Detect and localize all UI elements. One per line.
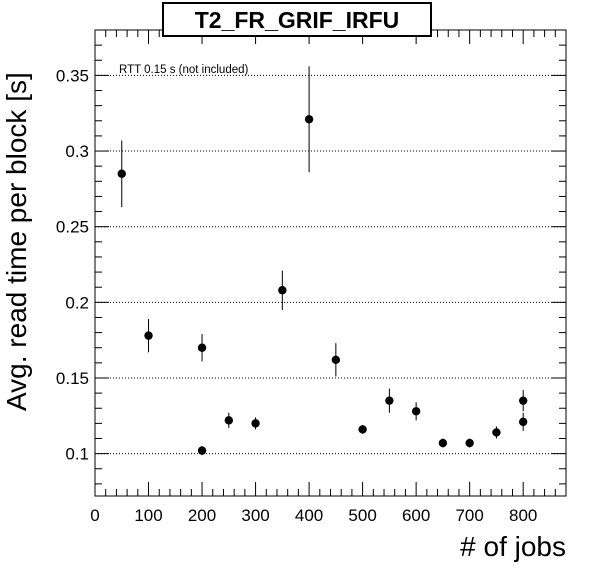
x-tick-label: 100 <box>134 506 162 525</box>
x-tick-label: 0 <box>90 506 99 525</box>
x-tick-label: 700 <box>455 506 483 525</box>
data-points <box>117 66 528 456</box>
data-point <box>385 388 394 413</box>
y-tick-label: 0.2 <box>65 293 89 312</box>
data-point <box>331 343 341 377</box>
data-point <box>492 426 501 439</box>
rtt-annotation: RTT 0.15 s (not included) <box>119 64 249 76</box>
data-point <box>411 402 421 421</box>
x-tick-label: 800 <box>509 506 537 525</box>
x-tick-label: 500 <box>348 506 376 525</box>
point-marker <box>278 286 287 295</box>
data-point <box>251 417 260 430</box>
chart-title: T2_FR_GRIF_IRFU <box>195 7 399 33</box>
x-axis-title: # of jobs <box>460 531 566 562</box>
point-marker <box>518 396 528 405</box>
x-tick-label: 600 <box>402 506 430 525</box>
data-point <box>518 390 528 412</box>
y-tick-labels: 0.1 0.15 0.2 0.25 0.3 0.35 <box>56 66 89 463</box>
data-point <box>304 66 314 173</box>
data-point <box>197 334 207 362</box>
x-tick-label: 400 <box>295 506 323 525</box>
data-point <box>278 270 287 310</box>
point-marker <box>224 416 234 425</box>
point-marker <box>438 438 448 448</box>
x-tick-label: 300 <box>241 506 269 525</box>
data-point <box>197 446 207 456</box>
point-marker <box>518 417 528 427</box>
point-marker <box>358 425 367 434</box>
data-point <box>465 438 474 448</box>
point-marker <box>385 396 394 405</box>
point-marker <box>117 169 126 178</box>
x-tick-labels: 0 100 200 300 400 500 600 700 800 <box>90 506 537 525</box>
point-marker <box>251 419 260 428</box>
point-marker <box>331 355 341 365</box>
data-point <box>117 140 126 208</box>
point-marker <box>492 428 501 437</box>
data-point <box>144 318 153 353</box>
title-box: T2_FR_GRIF_IRFU <box>162 2 432 37</box>
data-point <box>358 424 367 434</box>
point-marker <box>144 331 153 340</box>
y-tick-label: 0.1 <box>65 445 89 464</box>
title-box-frame <box>162 2 432 37</box>
y-tick-label: 0.25 <box>56 218 89 237</box>
y-axis-title: Avg. read time per block [s] <box>1 72 32 411</box>
point-marker <box>411 407 421 416</box>
y-tick-label: 0.3 <box>65 142 89 161</box>
y-tick-label: 0.15 <box>56 369 89 388</box>
data-point <box>518 412 528 431</box>
point-marker <box>197 446 207 455</box>
y-tick-label: 0.35 <box>56 66 89 85</box>
data-point <box>438 438 448 448</box>
point-marker <box>465 438 474 448</box>
x-tick-label: 200 <box>188 506 216 525</box>
point-marker <box>197 343 207 352</box>
data-point <box>224 412 234 428</box>
point-marker <box>304 115 314 124</box>
grid-lines <box>95 74 566 455</box>
